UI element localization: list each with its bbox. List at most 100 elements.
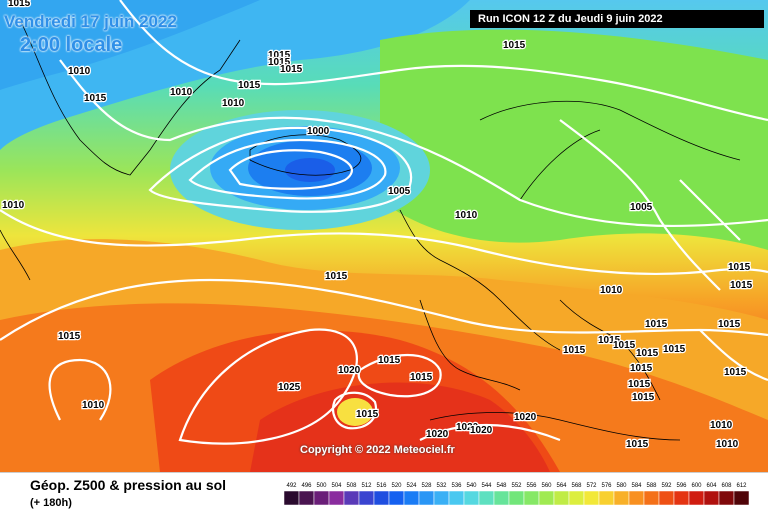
- scale-swatch: [703, 490, 720, 506]
- scale-swatch: [643, 490, 660, 506]
- scale-tick-label: 552: [511, 483, 522, 489]
- scale-tick-label: 584: [631, 483, 642, 489]
- geopotential-field: 1015 1010 1015 1015 1010 1015 1010 1015 …: [0, 0, 768, 472]
- scale-tick-label: 500: [316, 483, 327, 489]
- scale-swatch: [718, 490, 735, 506]
- isobar-label: 1015: [718, 319, 741, 330]
- isobar-labels: 1015 1010 1015 1015 1010 1015 1010 1015 …: [1, 0, 754, 451]
- weather-map: 1015 1010 1015 1015 1010 1015 1010 1015 …: [0, 0, 768, 472]
- scale-swatch: [463, 490, 480, 506]
- scale-swatch: [553, 490, 570, 506]
- scale-swatch: [538, 490, 555, 506]
- isobar-label: 1015: [598, 335, 621, 346]
- isobar-label: 1020: [470, 425, 493, 436]
- isobar-label: 1015: [663, 344, 686, 355]
- isobars: [0, 0, 768, 444]
- low-core: [285, 158, 335, 182]
- scale-swatch: [358, 490, 375, 506]
- coastlines: [0, 19, 741, 441]
- isobar-label: 1005: [388, 186, 411, 197]
- isobar-label: 1010: [170, 87, 193, 98]
- scale-tick-label: 512: [361, 483, 372, 489]
- isobar-label: 1015: [563, 345, 586, 356]
- forecast-date: Vendredi 17 juin 2022: [4, 12, 177, 31]
- local-anomaly: [337, 398, 373, 426]
- scale-swatch: [403, 490, 420, 506]
- scale-swatch: [373, 490, 390, 506]
- scale-tick-label: 492: [286, 483, 297, 489]
- isobar-label: 1010: [2, 200, 25, 211]
- isobar-label: 1015: [268, 57, 291, 68]
- isobar-label: 1015: [730, 280, 753, 291]
- isobar-label: 1020: [514, 412, 537, 423]
- isobar-label: 1015: [84, 93, 107, 104]
- scale-swatch: [493, 490, 510, 506]
- scale-swatch: [733, 490, 750, 506]
- isobar-label: 1025: [278, 382, 301, 393]
- scale-tick-label: 524: [406, 483, 417, 489]
- copyright-notice: Copyright © 2022 Meteociel.fr: [300, 444, 455, 456]
- legend-footer: Géop. Z500 & pression au sol (+ 180h) 49…: [0, 472, 768, 513]
- scale-tick-label: 536: [451, 483, 462, 489]
- isobar-label: 1015: [280, 64, 303, 75]
- scale-swatch: [613, 490, 630, 506]
- scale-tick-label: 572: [586, 483, 597, 489]
- isobar-label: 1015: [8, 0, 31, 9]
- isobar-label: 1015: [724, 367, 747, 378]
- scale-tick-label: 592: [661, 483, 672, 489]
- scale-tick-label: 588: [646, 483, 657, 489]
- scale-tick-label: 544: [481, 483, 492, 489]
- scale-swatch: [658, 490, 675, 506]
- map-title: Géop. Z500 & pression au sol: [30, 477, 227, 493]
- isobar-label: 1015: [356, 409, 379, 420]
- scale-swatch: [298, 490, 315, 506]
- scale-tick-label: 508: [346, 483, 357, 489]
- isobar-label: 1015: [58, 331, 81, 342]
- isobar-label: 1015: [728, 262, 751, 273]
- isobar-label: 1015: [632, 392, 655, 403]
- scale-tick-label: 496: [301, 483, 312, 489]
- isobar-label: 1020: [338, 365, 361, 376]
- isobar-label: 1015: [626, 439, 649, 450]
- scale-tick-label: 600: [691, 483, 702, 489]
- isobar-label: 1015: [410, 372, 433, 383]
- scale-swatch: [583, 490, 600, 506]
- isobar-label: 1020: [426, 429, 449, 440]
- scale-tick-label: 576: [601, 483, 612, 489]
- scale-swatch: [673, 490, 690, 506]
- scale-tick-label: 556: [526, 483, 537, 489]
- scale-swatch: [418, 490, 435, 506]
- isobar-label: 1000: [307, 126, 330, 137]
- isobar-label: 1010: [82, 400, 105, 411]
- scale-swatch: [433, 490, 450, 506]
- isobar-label: 1010: [710, 420, 733, 431]
- isobar-label: 1015: [628, 379, 651, 390]
- scale-tick-label: 520: [391, 483, 402, 489]
- scale-tick-label: 540: [466, 483, 477, 489]
- green-zone-north: [380, 29, 768, 250]
- forecast-local-time: 2:00 locale: [20, 34, 123, 56]
- hottest-core: [250, 382, 550, 472]
- scale-swatch: [448, 490, 465, 506]
- scale-swatch: [313, 490, 330, 506]
- scale-swatch: [568, 490, 585, 506]
- isobar-label: 1015: [645, 319, 668, 330]
- scale-tick-label: 532: [436, 483, 447, 489]
- isobar-label: 1015: [325, 271, 348, 282]
- isobar-label: 1010: [222, 98, 245, 109]
- isobar-label: 1015: [636, 348, 659, 359]
- isobar-label: 1005: [630, 202, 653, 213]
- scale-swatch: [598, 490, 615, 506]
- isobar-label: 1015: [630, 363, 653, 374]
- isobar-label: 1010: [716, 439, 739, 450]
- isobar-label: 1015: [378, 355, 401, 366]
- scale-tick-label: 560: [541, 483, 552, 489]
- scale-swatch: [478, 490, 495, 506]
- run-info-banner: Run ICON 12 Z du Jeudi 9 juin 2022: [470, 10, 764, 28]
- scale-tick-label: 568: [571, 483, 582, 489]
- scale-swatch: [688, 490, 705, 506]
- isobar-label: 1010: [455, 210, 478, 221]
- isobar-label: 1015: [503, 40, 526, 51]
- scale-swatch: [284, 490, 300, 506]
- scale-swatch: [328, 490, 345, 506]
